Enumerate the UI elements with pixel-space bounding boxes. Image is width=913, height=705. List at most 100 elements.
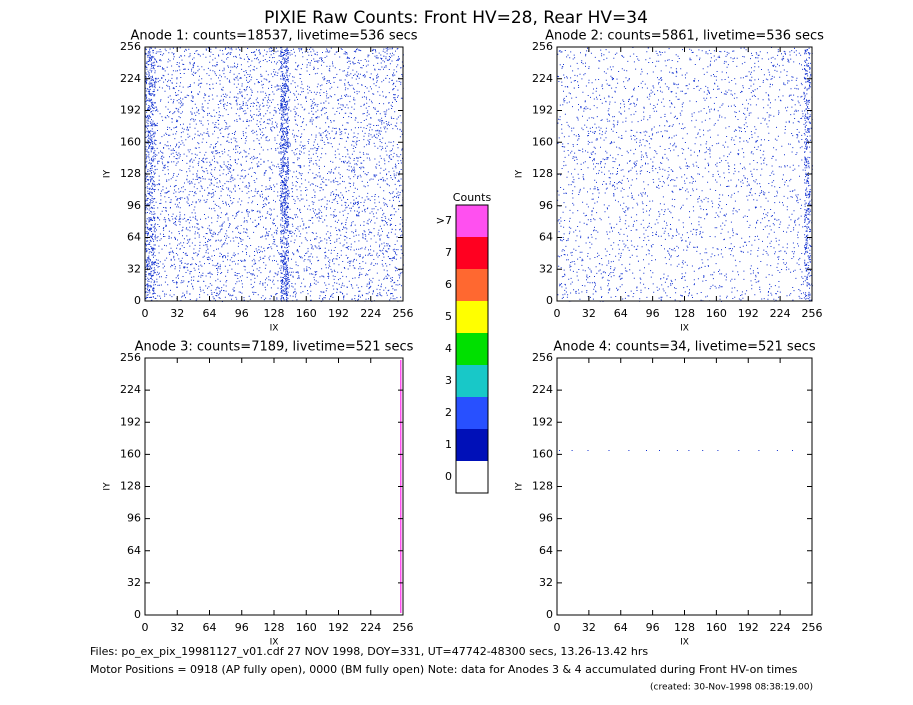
x-axis-label: IX (680, 324, 689, 334)
y-tick-label: 192 (532, 415, 553, 428)
y-tick-label: 160 (120, 447, 141, 460)
y-tick-label: 192 (120, 104, 141, 117)
x-tick-label: 256 (393, 621, 414, 634)
x-axis-label: IX (680, 638, 689, 648)
panel-title: Anode 3: counts=7189, livetime=521 secs (135, 340, 414, 355)
y-tick-label: 256 (120, 40, 141, 53)
x-tick-label: 128 (264, 621, 285, 634)
y-tick-label: 32 (539, 262, 553, 275)
x-tick-label: 0 (554, 621, 561, 634)
x-tick-label: 64 (614, 307, 628, 320)
panel-title: Anode 4: counts=34, livetime=521 secs (553, 340, 815, 355)
colorbar-label: 5 (445, 310, 452, 323)
x-tick-label: 0 (142, 621, 149, 634)
colorbar-label: 0 (445, 470, 452, 483)
y-tick-label: 128 (532, 480, 553, 493)
x-tick-label: 64 (203, 621, 217, 634)
x-tick-label: 0 (142, 307, 149, 320)
y-tick-label: 160 (120, 135, 141, 148)
x-tick-label: 160 (296, 307, 317, 320)
x-tick-label: 192 (328, 307, 349, 320)
x-tick-label: 256 (802, 307, 823, 320)
colorbar-bin (456, 301, 488, 333)
y-tick-label: 224 (120, 72, 141, 85)
y-tick-label: 64 (127, 544, 141, 557)
y-tick-label: 32 (127, 262, 141, 275)
y-tick-label: 224 (532, 383, 553, 396)
x-tick-label: 192 (738, 307, 759, 320)
colorbar-label: 7 (445, 246, 452, 259)
colorbar-bin (456, 461, 488, 493)
colorbar-bin (456, 237, 488, 269)
x-tick-label: 192 (328, 621, 349, 634)
y-tick-label: 0 (546, 608, 553, 621)
x-axis-label: IX (270, 638, 279, 648)
y-tick-label: 64 (539, 231, 553, 244)
x-tick-label: 160 (706, 621, 727, 634)
colorbar-label: 1 (445, 438, 452, 451)
x-tick-label: 128 (674, 307, 695, 320)
y-tick-label: 128 (532, 167, 553, 180)
x-tick-label: 224 (360, 307, 381, 320)
y-tick-label: 224 (120, 383, 141, 396)
colorbar-label: >7 (436, 214, 452, 227)
y-tick-label: 64 (127, 231, 141, 244)
colorbar-bin (456, 429, 488, 461)
colorbar-bin (456, 365, 488, 397)
count-texture (559, 450, 793, 451)
y-tick-label: 192 (532, 104, 553, 117)
x-tick-label: 96 (646, 621, 660, 634)
colorbar-bin (456, 269, 488, 301)
y-tick-label: 160 (532, 447, 553, 460)
x-tick-label: 224 (770, 307, 791, 320)
figure-title: PIXIE Raw Counts: Front HV=28, Rear HV=3… (264, 8, 648, 28)
y-tick-label: 128 (120, 480, 141, 493)
y-tick-label: 0 (134, 608, 141, 621)
y-tick-label: 256 (120, 351, 141, 364)
panel-title: Anode 1: counts=18537, livetime=536 secs (130, 29, 417, 44)
y-tick-label: 128 (120, 167, 141, 180)
x-tick-label: 160 (706, 307, 727, 320)
footer-created: (created: 30-Nov-1998 08:38:19.00) (650, 683, 813, 693)
y-axis-label: IY (103, 169, 113, 178)
y-tick-label: 0 (134, 294, 141, 307)
x-tick-label: 160 (296, 621, 317, 634)
colorbar-label: 2 (445, 406, 452, 419)
y-tick-label: 256 (532, 351, 553, 364)
panel-title: Anode 2: counts=5861, livetime=536 secs (545, 29, 824, 44)
count-texture (557, 47, 813, 302)
x-tick-label: 64 (203, 307, 217, 320)
footer-files: Files: po_ex_pix_19981127_v01.cdf 27 NOV… (90, 645, 648, 658)
colorbar-label: 6 (445, 278, 452, 291)
plot-frame (556, 357, 813, 616)
y-tick-label: 224 (532, 72, 553, 85)
x-tick-label: 32 (582, 621, 596, 634)
x-tick-label: 256 (802, 621, 823, 634)
x-tick-label: 256 (393, 307, 414, 320)
y-tick-label: 256 (532, 40, 553, 53)
count-texture (145, 47, 404, 302)
y-axis-label: IY (103, 482, 113, 491)
x-tick-label: 64 (614, 621, 628, 634)
footer-motor: Motor Positions = 0918 (AP fully open), … (90, 663, 798, 676)
y-tick-label: 160 (532, 135, 553, 148)
y-tick-label: 0 (546, 294, 553, 307)
y-axis-label: IY (515, 482, 525, 491)
colorbar-bin (456, 205, 488, 237)
x-axis-label: IX (270, 324, 279, 334)
x-tick-label: 128 (264, 307, 285, 320)
colorbar-label: 3 (445, 374, 452, 387)
y-axis-label: IY (515, 169, 525, 178)
x-tick-label: 96 (235, 307, 249, 320)
colorbar-bin (456, 397, 488, 429)
y-tick-label: 96 (539, 512, 553, 525)
x-tick-label: 224 (360, 621, 381, 634)
x-tick-label: 96 (235, 621, 249, 634)
x-tick-label: 0 (554, 307, 561, 320)
colorbar-frame (455, 204, 489, 494)
y-tick-label: 192 (120, 415, 141, 428)
x-tick-label: 32 (170, 307, 184, 320)
x-tick-label: 32 (170, 621, 184, 634)
plot-frame (144, 46, 404, 302)
